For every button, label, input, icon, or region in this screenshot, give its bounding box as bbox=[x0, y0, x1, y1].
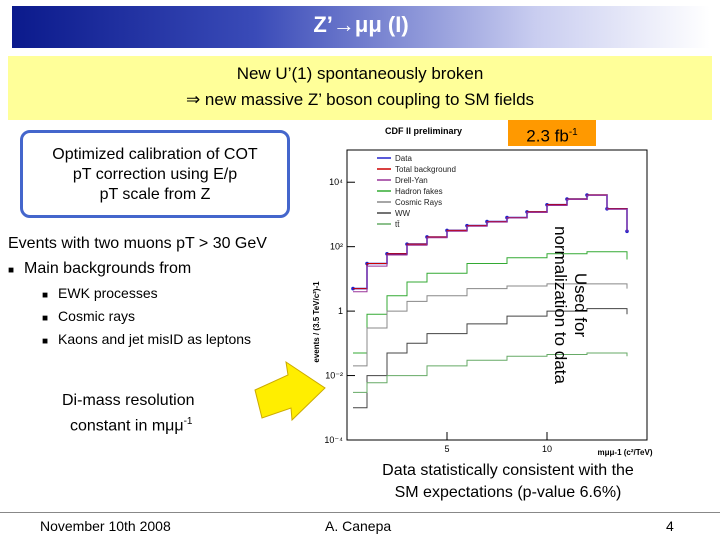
background-item: ■ Kaons and jet misID as leptons bbox=[42, 331, 252, 347]
legend-entry: Hadron fakes bbox=[395, 187, 443, 196]
arrow-shape bbox=[254, 360, 326, 422]
bullet-icon: ■ bbox=[42, 336, 49, 347]
calibration-line-1: Optimized calibration of COT bbox=[52, 146, 258, 163]
dimuon-mass-plot: CDF II preliminary events / (3.5 TeV/c²)… bbox=[305, 122, 665, 457]
banner-line-2: ⇒ new massive Z’ boson coupling to SM fi… bbox=[185, 90, 535, 109]
footer-divider bbox=[0, 512, 720, 513]
arrow-right-icon bbox=[254, 360, 326, 422]
backgrounds-heading: ■ Main backgrounds from bbox=[8, 260, 191, 278]
resolution-line-1: Di-mass resolution bbox=[62, 392, 195, 409]
background-item: ■ Cosmic rays bbox=[42, 308, 136, 324]
series-line-4 bbox=[353, 283, 628, 367]
title-bar: Z’→μμ (I) bbox=[12, 6, 710, 48]
y-tick-label: 10² bbox=[330, 242, 343, 252]
footer-author: A. Canepa bbox=[325, 518, 392, 534]
bullet-icon: ■ bbox=[42, 313, 49, 324]
conclusion-line-2: SM expectations (p-value 6.6%) bbox=[394, 484, 622, 501]
legend-entry: Cosmic Rays bbox=[395, 198, 442, 207]
calibration-line-2: pT correction using E/p bbox=[72, 166, 238, 183]
calibration-line-3: pT scale from Z bbox=[99, 186, 211, 203]
x-axis-label: mμμ-1 (c²/TeV) bbox=[598, 448, 653, 457]
background-item: ■ EWK processes bbox=[42, 285, 158, 301]
y-axis-label: events / (3.5 TeV/c²)-1 bbox=[312, 281, 321, 363]
legend-entry: Total background bbox=[395, 165, 456, 174]
plot-background bbox=[305, 122, 665, 457]
y-tick-label: 1 bbox=[338, 306, 343, 316]
y-tick-label: 10⁴ bbox=[329, 177, 343, 187]
resolution-line-2: constant in mμμ-1 bbox=[70, 416, 193, 435]
plot-title: CDF II preliminary bbox=[385, 126, 462, 136]
slide-title: Z’→μμ (I) bbox=[313, 12, 409, 37]
legend-entry: tt̄ bbox=[395, 220, 400, 229]
backgrounds-heading-text: Main backgrounds from bbox=[24, 260, 192, 277]
conclusion-line-1: Data statistically consistent with the bbox=[382, 462, 634, 479]
series-line-2 bbox=[353, 194, 628, 293]
luminosity-exponent: -1 bbox=[568, 127, 578, 138]
legend-entry: WW bbox=[395, 209, 411, 218]
banner-line-1: New U’(1) spontaneously broken bbox=[236, 64, 484, 83]
axis-ticks: 10⁻⁴ 10⁻² 1 10² 10⁴ 5 10 bbox=[324, 177, 552, 454]
series-group bbox=[351, 193, 629, 409]
luminosity-value: 2.3 fb bbox=[526, 126, 569, 146]
plot-legend: Data Total background Drell-Yan Hadron fake… bbox=[377, 154, 456, 229]
calibration-box: Optimized calibration of COT pT correcti… bbox=[20, 130, 290, 218]
x-tick-label: 5 bbox=[444, 444, 449, 454]
series-line-6 bbox=[353, 352, 628, 393]
luminosity-badge: 2.3 fb-1 bbox=[508, 120, 596, 146]
selection-text: Events with two muons pT > 30 GeV bbox=[8, 235, 267, 252]
normalization-note: Used for normalization to data bbox=[551, 226, 590, 384]
legend-entry: Drell-Yan bbox=[395, 176, 428, 185]
motivation-banner: New U’(1) spontaneously broken ⇒ new mas… bbox=[8, 56, 712, 120]
footer-page-number: 4 bbox=[666, 518, 674, 534]
x-tick-label: 10 bbox=[542, 444, 552, 454]
y-tick-label: 10⁻² bbox=[325, 371, 343, 381]
bullet-icon: ■ bbox=[42, 290, 49, 301]
plot-frame bbox=[346, 149, 648, 441]
footer-date: November 10th 2008 bbox=[40, 518, 171, 534]
bullet-icon: ■ bbox=[8, 265, 15, 276]
y-tick-label: 10⁻⁴ bbox=[324, 435, 343, 445]
legend-entry: Data bbox=[395, 154, 412, 163]
